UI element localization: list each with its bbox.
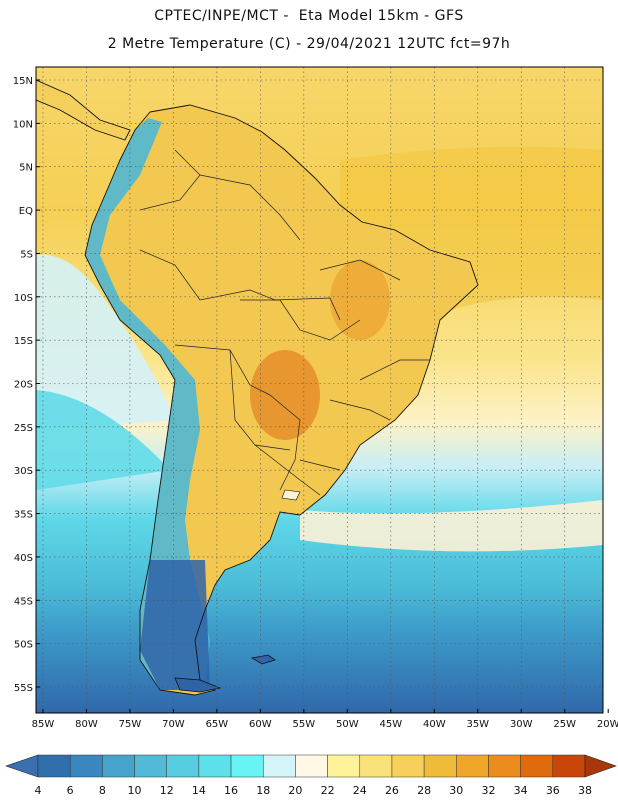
legend-labels: 4 6 8 10 12 14 16 18 20 22 24 26 28 30 32 34 36 38 (35, 784, 593, 797)
legend-swatch (456, 754, 489, 778)
lat-label: 5N (19, 163, 33, 174)
legend-swatch (262, 754, 296, 778)
lon-label: 40W (423, 719, 446, 730)
legend-swatch (520, 754, 554, 778)
lon-label: 50W (336, 719, 359, 730)
legend-swatch (69, 754, 103, 778)
falkland-islands (250, 654, 276, 665)
legend-swatch (359, 754, 393, 778)
country-borders (139, 149, 430, 496)
legend-label: 8 (99, 784, 106, 797)
legend-label: 26 (385, 784, 399, 797)
lat-label: 35S (14, 510, 33, 521)
lat-label: 15N (13, 76, 33, 87)
lon-label: 35W (466, 719, 489, 730)
central-america-coast (36, 79, 131, 141)
map-frame (35, 66, 604, 714)
legend-label: 12 (160, 784, 174, 797)
legend-label: 28 (417, 784, 431, 797)
graticule (36, 67, 603, 713)
lat-label: 50S (14, 640, 33, 651)
lon-label: 85W (32, 719, 55, 730)
legend-label: 22 (321, 784, 335, 797)
legend-label: 38 (578, 784, 592, 797)
legend-swatch (488, 754, 521, 778)
andes-cold-ridge (85, 118, 210, 690)
legend-swatch (198, 754, 232, 778)
legend-swatch (327, 754, 361, 778)
map-title: CPTEC/INPE/MCT - Eta Model 15km - GFS (154, 8, 464, 24)
legend-swatch (391, 754, 425, 778)
legend-swatch (102, 754, 135, 778)
axis-labels: 15N 10N 5N EQ 5S 10S 15S 20S 25S 30S 35S 40S 45S 50S 5… (13, 76, 618, 730)
legend-label: 32 (481, 784, 495, 797)
legend-label: 6 (67, 784, 74, 797)
legend-label: 4 (35, 784, 42, 797)
lat-label: 20S (14, 379, 33, 390)
coastline (84, 104, 479, 696)
lat-label: 10N (13, 119, 33, 130)
heat-core (250, 350, 320, 440)
map-subtitle: 2 Metre Temperature (C) - 29/04/2021 12U… (107, 36, 511, 52)
pacific-cool-tongue (36, 254, 175, 430)
lon-label: 45W (379, 719, 402, 730)
legend-swatch (552, 754, 586, 778)
lat-label: EQ (19, 206, 33, 217)
legend-label: 18 (256, 784, 270, 797)
heat-east (330, 260, 390, 340)
lat-label: 15S (14, 336, 33, 347)
legend-swatch (134, 754, 167, 778)
legend-swatch (37, 754, 71, 778)
legend-arrow-right (584, 754, 617, 778)
tierra-del-fuego (174, 677, 222, 693)
pacific-cooler-band (36, 390, 170, 490)
lon-label: 30W (510, 719, 533, 730)
legend-swatch (423, 754, 457, 778)
lon-label: 65W (206, 719, 229, 730)
legend-arrow-left (5, 754, 39, 778)
legend-label: 24 (353, 784, 367, 797)
legend-swatch (166, 754, 200, 778)
legend-label: 16 (224, 784, 238, 797)
lon-label: 25W (553, 719, 576, 730)
atlantic-warm-band (340, 146, 603, 310)
lon-label: 60W (249, 719, 272, 730)
legend-swatch (230, 754, 264, 778)
lon-label: 70W (162, 719, 185, 730)
legend-swatch (295, 754, 328, 778)
lat-label: 10S (14, 293, 33, 304)
lon-label: 75W (119, 719, 142, 730)
legend-label: 10 (128, 784, 142, 797)
central-america-land (36, 80, 130, 140)
lat-label: 45S (14, 596, 33, 607)
legend-label: 34 (514, 784, 528, 797)
legend-label: 36 (546, 784, 560, 797)
lon-label: 20W (597, 719, 618, 730)
lon-label: 80W (75, 719, 98, 730)
patagonia-cold (140, 560, 210, 690)
lat-label: 5S (20, 249, 33, 260)
legend-label: 14 (192, 784, 206, 797)
lat-label: 40S (14, 553, 33, 564)
legend-bar (5, 754, 617, 778)
legend-label: 20 (288, 784, 302, 797)
lat-label: 55S (14, 683, 33, 694)
lat-label: 25S (14, 423, 33, 434)
legend-label: 30 (449, 784, 463, 797)
rio-de-la-plata (281, 489, 301, 501)
lat-label: 30S (14, 466, 33, 477)
lon-label: 55W (293, 719, 316, 730)
atlantic-cool-band (300, 500, 603, 552)
